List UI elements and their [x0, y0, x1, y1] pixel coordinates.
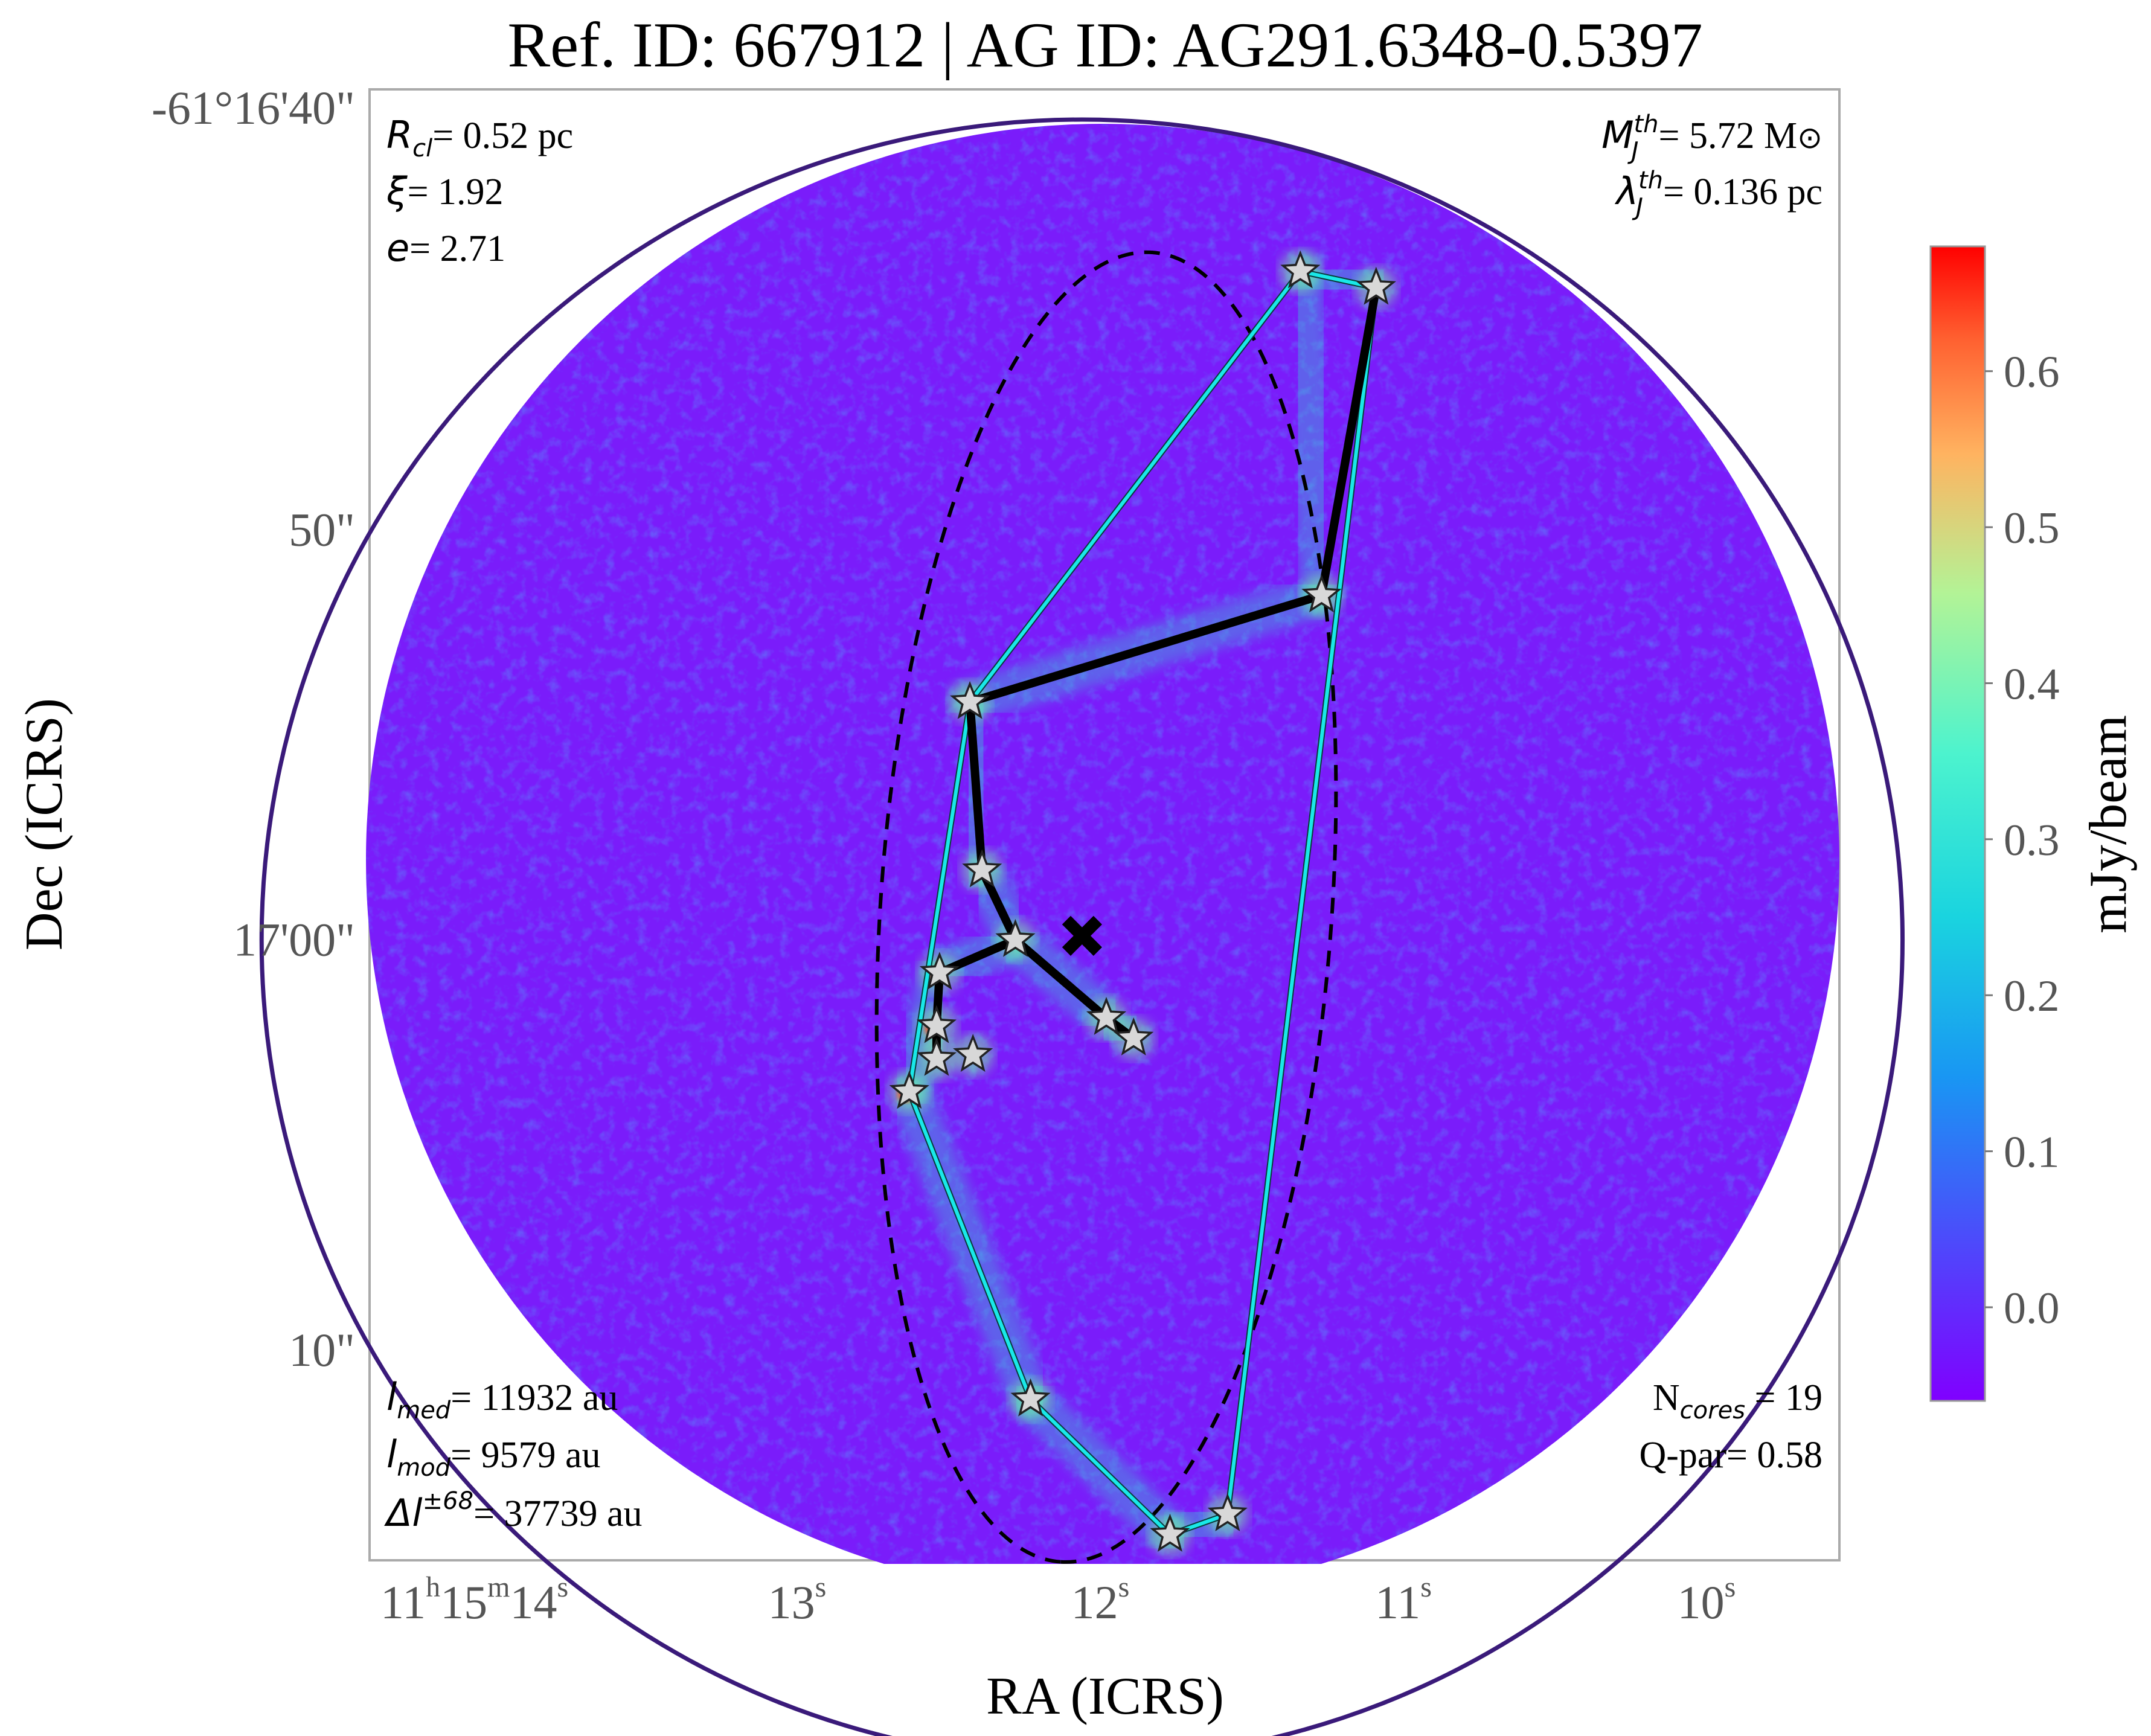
xi-annotation: ξ= 1.92: [386, 169, 504, 213]
x-tick-label-2: 12s: [1071, 1571, 1130, 1629]
colorbar-tick-label-1: 0.1: [2004, 1128, 2060, 1177]
ncores-annotation: Ncores = 19: [1653, 1377, 1822, 1424]
colorbar-label: mJy/beam: [2079, 715, 2138, 934]
core-star-5: [962, 849, 1002, 888]
core-star-16: [1150, 1513, 1190, 1552]
colorbar-gradient: [1929, 245, 1986, 1402]
y-tick-label-1: 50": [289, 503, 355, 556]
mst-edge-0: [1317, 283, 1380, 600]
colorbar-tick-label-5: 0.5: [2004, 504, 2060, 553]
qpar-annotation: Q-par= 0.58: [1639, 1435, 1822, 1476]
colorbar-ticks: 0.0 0.1 0.2 0.3 0.4 0.5 0.6: [1985, 348, 2060, 1333]
core-star-10: [916, 1005, 957, 1043]
core-star-11: [916, 1037, 957, 1076]
colorbar-tick-label-4: 0.4: [2004, 659, 2060, 709]
colorbar-tick-label-0: 0.0: [2004, 1284, 2060, 1333]
filament-glow-1: [1279, 250, 1343, 617]
center-x-marker: [1062, 915, 1102, 956]
l-med-annotation: lmed= 11932 au: [386, 1375, 618, 1424]
core-star-13: [889, 1071, 929, 1109]
core-star-9: [1114, 1017, 1154, 1055]
x-tick-label-1: 13s: [768, 1571, 827, 1629]
core-star-12: [953, 1034, 993, 1072]
x-tick-label-0: 11h15m14s: [380, 1571, 568, 1629]
colorbar: 0.0 0.1 0.2 0.3 0.4 0.5 0.6 mJy/beam: [1929, 245, 2138, 1402]
y-axis-label: Dec (ICRS): [15, 698, 74, 950]
hull-edge-4: [907, 1091, 1033, 1400]
core-star-14: [1010, 1378, 1051, 1417]
hull-edge-1: [1225, 287, 1378, 1515]
core-star-2: [1356, 266, 1396, 305]
core-star-6: [995, 918, 1036, 957]
annotations: Rcl= 0.52 pc ξ= 1.92 e= 2.71 MJth= 5.72 …: [384, 111, 1822, 1535]
mst-edge-7: [1011, 935, 1111, 1022]
mst-edge-1: [966, 591, 1326, 706]
y-tick-label-0: -61°16'40": [152, 82, 355, 134]
fit-ellipse: [874, 250, 1338, 1564]
core-star-3: [1301, 574, 1342, 613]
hull-edge-6: [968, 270, 1302, 703]
colorbar-tick-label-3: 0.3: [2004, 816, 2060, 865]
r-cl-annotation: Rcl= 0.52 pc: [386, 113, 573, 162]
y-tick-label-2: 17'00": [233, 914, 355, 966]
y-tick-label-3: 10": [289, 1324, 355, 1376]
l-mod-annotation: lmod= 9579 au: [386, 1432, 601, 1482]
core-star-1: [1280, 250, 1321, 289]
x-axis-ticks: 11h15m14s 13s 12s 11s 10s: [380, 1571, 1736, 1629]
core-star-4: [950, 681, 990, 719]
colorbar-tick-label-2: 0.2: [2004, 972, 2060, 1021]
colorbar-tick-label-6: 0.6: [2004, 348, 2060, 397]
x-tick-label-4: 10s: [1678, 1571, 1736, 1629]
chart-title: Ref. ID: 667912 | AG ID: AG291.6348-0.53…: [507, 10, 1702, 80]
core-star-15: [1207, 1493, 1248, 1531]
hull-edge-3: [1029, 1398, 1172, 1536]
core-star-8: [1086, 996, 1127, 1035]
e-annotation: e= 2.71: [386, 226, 505, 270]
x-tick-label-3: 11s: [1375, 1571, 1432, 1629]
hull-edge-5: [907, 702, 972, 1092]
x-axis-label: RA (ICRS): [986, 1667, 1224, 1726]
delta-l-annotation: Δl±68= 37739 au: [384, 1487, 643, 1535]
overlays: [260, 117, 1905, 1736]
y-axis-ticks: -61°16'40" 50" 17'00" 10": [152, 82, 355, 1376]
clump-circle: [260, 117, 1905, 1736]
mj-annotation: MJth= 5.72 M⊙: [1601, 111, 1822, 165]
core-star-7: [919, 952, 960, 990]
mst-edge-2: [966, 697, 987, 875]
